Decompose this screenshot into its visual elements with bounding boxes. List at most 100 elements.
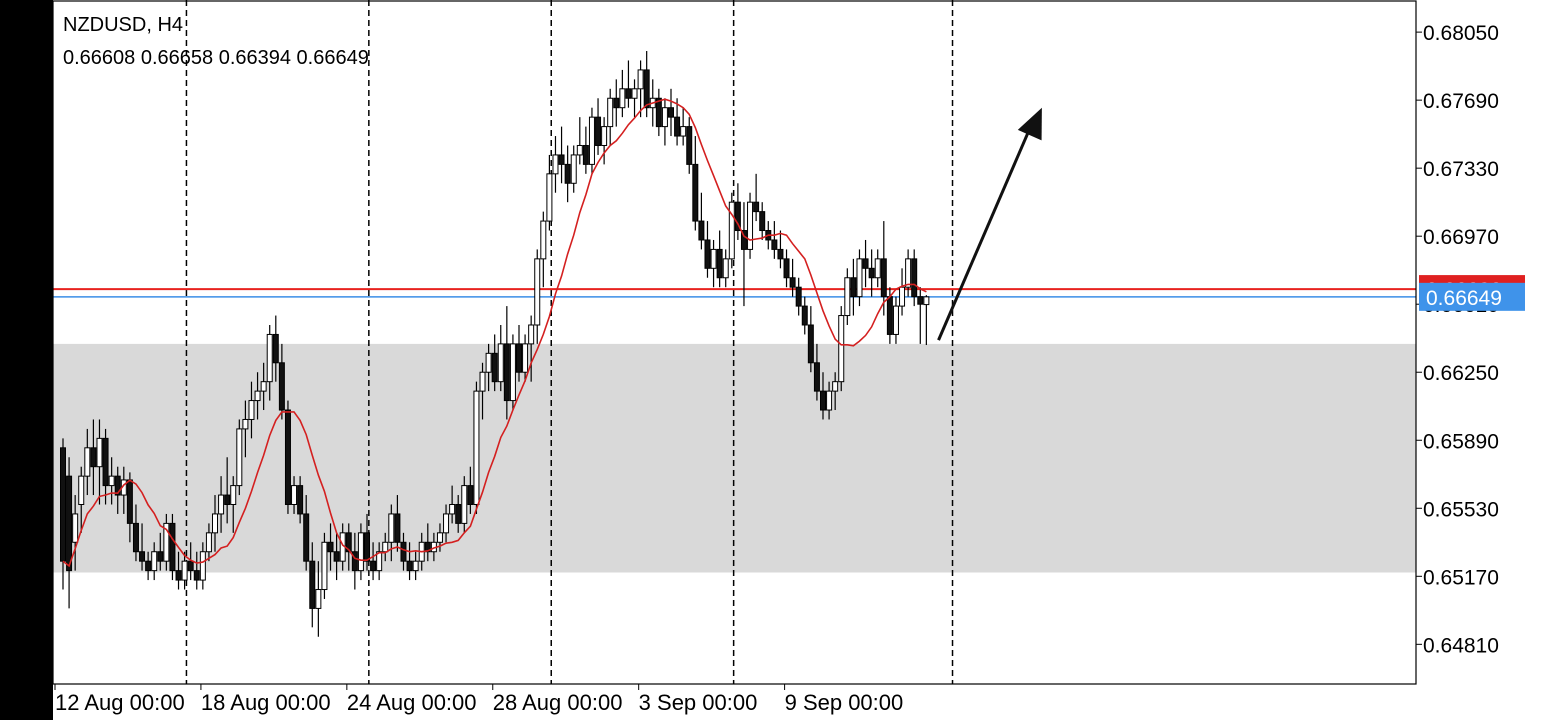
candle-body	[923, 296, 930, 306]
candle-body	[534, 258, 541, 326]
candle-body	[546, 173, 553, 222]
candle-body	[242, 418, 249, 430]
candle-body	[880, 258, 887, 298]
y-tick-label: 0.65890	[1423, 430, 1499, 453]
candle-body	[412, 560, 419, 572]
candle-body	[108, 475, 115, 487]
candle-body	[479, 371, 486, 392]
candle-body	[364, 532, 370, 562]
candle-body	[582, 144, 589, 165]
candle-body	[321, 541, 328, 591]
candle-body	[832, 381, 839, 392]
y-tick-label: 0.66250	[1423, 362, 1499, 385]
x-tick-label: 28 Aug 00:00	[493, 690, 623, 715]
candle-body	[436, 532, 443, 543]
candle-body	[315, 589, 322, 609]
candle-body	[892, 305, 899, 335]
x-tick-label: 3 Sep 00:00	[639, 690, 758, 715]
candle-body	[509, 343, 516, 402]
candle-body	[595, 116, 602, 146]
candle-body	[716, 248, 723, 279]
candle-body	[698, 220, 705, 241]
ohlc-readout: 0.66608 0.66658 0.66394 0.66649	[63, 47, 369, 69]
candle-body	[777, 248, 784, 260]
candle-body	[734, 201, 741, 232]
candle-body	[370, 560, 377, 572]
candle-body	[820, 390, 826, 411]
candle-body	[284, 409, 291, 505]
candle-body	[205, 532, 212, 553]
candle-body	[224, 494, 231, 505]
candle-body	[236, 428, 243, 487]
candle-body	[868, 267, 875, 279]
candle-body	[850, 277, 857, 298]
x-tick-label: 18 Aug 00:00	[201, 690, 331, 715]
candle-body	[388, 513, 395, 543]
candle-body	[601, 126, 608, 146]
candle-body	[740, 230, 747, 250]
candle-body	[759, 211, 766, 232]
candle-body	[631, 88, 638, 99]
candle-body	[704, 239, 711, 269]
candle-body	[522, 343, 529, 373]
candle-body	[248, 400, 255, 420]
candle-body	[132, 522, 139, 553]
candle-body	[218, 494, 225, 515]
candle-body	[692, 163, 699, 222]
current-price-badge	[1419, 282, 1525, 311]
candle-body	[540, 220, 547, 260]
candle-body	[680, 126, 687, 137]
y-tick-label: 0.68050	[1423, 22, 1499, 45]
y-tick-label: 0.66970	[1423, 226, 1499, 249]
candle-body	[90, 447, 97, 468]
candle-body	[637, 69, 644, 90]
candle-body	[272, 333, 279, 364]
candle-body	[674, 116, 681, 137]
candle-body	[747, 201, 754, 250]
candle-body	[260, 381, 267, 392]
candle-body	[291, 485, 298, 505]
candle-body	[163, 522, 170, 562]
candle-body	[443, 513, 450, 534]
candle-body	[467, 485, 474, 505]
candle-body	[813, 362, 820, 392]
y-tick-label: 0.65530	[1423, 498, 1499, 521]
candle-body	[497, 343, 504, 383]
candle-body	[461, 485, 468, 524]
candle-body	[449, 503, 456, 515]
candle-body	[613, 97, 620, 109]
candle-body	[327, 541, 334, 553]
candle-body	[905, 258, 912, 288]
candle-body	[722, 258, 729, 279]
candle-body	[503, 343, 510, 402]
candle-body	[278, 362, 285, 411]
candle-body	[139, 551, 146, 562]
candle-body	[789, 277, 796, 288]
candle-body	[145, 560, 152, 572]
candle-body	[424, 541, 431, 553]
candle-body	[625, 88, 632, 99]
candle-body	[473, 390, 480, 505]
candle-body	[491, 352, 498, 383]
candle-body	[303, 513, 310, 562]
candle-body	[84, 447, 91, 477]
current-price-badge-label: 0.66649	[1426, 287, 1502, 310]
candle-body	[516, 343, 522, 373]
y-tick-label: 0.64810	[1423, 634, 1499, 657]
candle-body	[102, 437, 109, 487]
candle-body	[528, 324, 535, 345]
candles-group	[60, 51, 930, 637]
candle-body	[114, 475, 121, 496]
candle-body	[710, 248, 717, 269]
candle-body	[266, 333, 273, 383]
candle-body	[886, 296, 893, 335]
candle-body	[552, 154, 559, 175]
candle-body	[151, 551, 158, 572]
x-tick-label: 12 Aug 00:00	[55, 690, 185, 715]
candle-body	[686, 126, 693, 165]
candle-body	[333, 551, 340, 562]
candle-body	[588, 116, 595, 165]
candle-body	[874, 258, 881, 279]
candle-body	[564, 163, 571, 184]
